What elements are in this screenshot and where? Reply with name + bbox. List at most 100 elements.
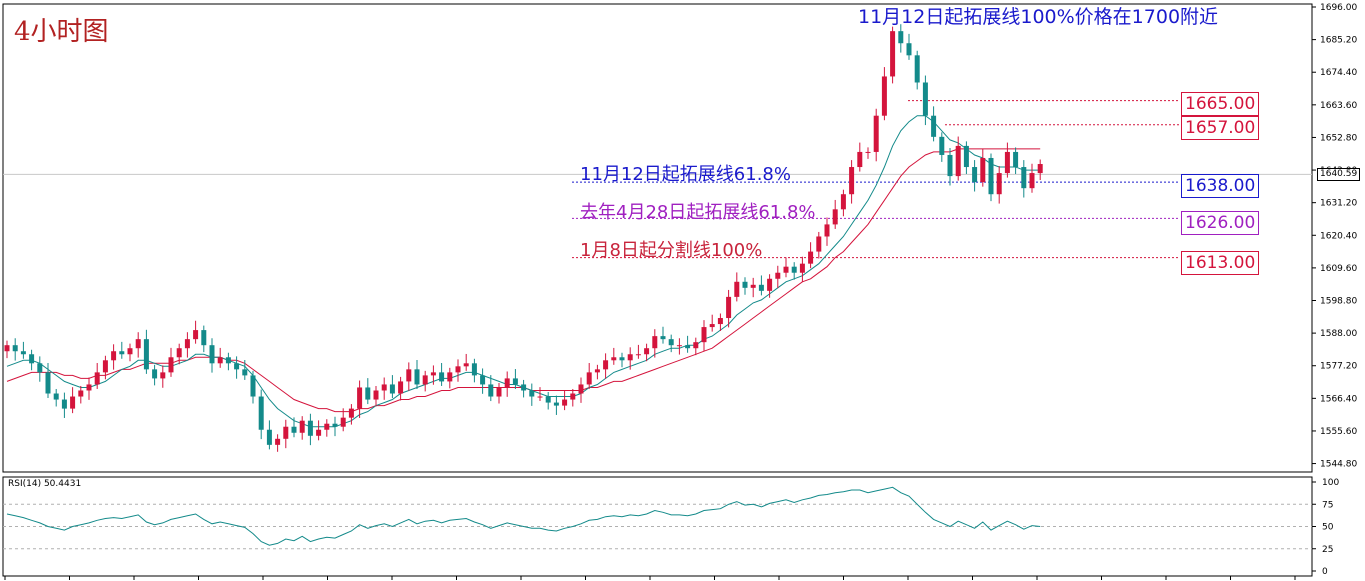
candle-up: [709, 324, 715, 328]
candle-down: [439, 372, 445, 382]
candle-up: [734, 281, 740, 297]
candle-down: [119, 351, 125, 355]
candle-up: [775, 272, 781, 279]
y-tick-label: 1598.80: [1320, 297, 1357, 307]
candle-down: [307, 420, 313, 436]
candle-up: [644, 348, 650, 355]
candle-up: [980, 157, 986, 183]
y-tick-label: 1544.80: [1320, 460, 1357, 470]
candle-down: [619, 357, 625, 361]
rsi-tick-label: 25: [1322, 545, 1333, 555]
candle-up: [840, 194, 846, 210]
rsi-label: RSI(14) 50.4431: [8, 479, 82, 489]
candle-down: [906, 43, 912, 56]
y-tick-label: 1620.40: [1320, 231, 1357, 241]
annotation-split-100-jan8: 1月8日起分割线100%: [580, 240, 763, 261]
candle-up: [496, 387, 502, 397]
time-axis-ticks: [4, 576, 1296, 580]
candle-down: [209, 345, 215, 364]
candlesticks: [4, 24, 1043, 452]
candle-down: [37, 363, 43, 373]
candle-up: [430, 372, 436, 376]
candle-up: [176, 348, 182, 358]
candle-up: [726, 296, 732, 319]
candle-down: [45, 372, 51, 394]
candle-up: [537, 396, 543, 398]
candle-up: [717, 318, 723, 325]
candle-up: [111, 351, 117, 361]
candle-down: [791, 266, 797, 273]
candle-down: [332, 423, 338, 427]
rsi-tick-label: 0: [1322, 567, 1328, 577]
candle-up: [135, 339, 141, 349]
candle-up: [70, 396, 76, 409]
candle-up: [406, 369, 412, 382]
y-tick-label: 1696.00: [1320, 3, 1357, 13]
candle-down: [266, 429, 272, 445]
candle-up: [1029, 173, 1035, 189]
level-lines: [572, 100, 1180, 259]
candle-up: [94, 372, 100, 385]
candle-down: [365, 387, 371, 400]
candle-up: [701, 327, 707, 343]
candle-down: [29, 354, 35, 364]
candle-up: [168, 357, 174, 373]
candle-up: [357, 387, 363, 409]
candle-up: [594, 369, 600, 373]
candle-down: [898, 31, 904, 44]
candle-down: [922, 82, 928, 116]
chart-title: 4小时图: [14, 17, 109, 47]
candle-up: [340, 417, 346, 427]
candle-up: [447, 372, 453, 382]
candle-up: [996, 173, 1002, 195]
current-price-label: 1640.59: [1317, 168, 1361, 182]
candle-down: [1021, 167, 1027, 189]
rsi-tick-label: 100: [1322, 478, 1339, 488]
candle-down: [742, 281, 748, 288]
candle-down: [53, 393, 59, 400]
candle-up: [316, 429, 322, 436]
candle-up: [422, 375, 428, 385]
candle-up: [890, 31, 896, 77]
main-plot-frame: [2, 3, 1313, 473]
candle-down: [225, 357, 231, 364]
candle-up: [611, 357, 617, 361]
level-label-1613: 1613.00: [1181, 251, 1260, 275]
candle-up: [627, 354, 633, 361]
candle-up: [504, 378, 510, 388]
candle-down: [143, 339, 149, 370]
level-label-1638: 1638.00: [1181, 174, 1260, 198]
candle-up: [4, 345, 10, 352]
y-tick-label: 1631.20: [1320, 199, 1357, 209]
candle-down: [939, 136, 945, 155]
candle-up: [1004, 151, 1010, 174]
candle-up: [193, 330, 199, 340]
candle-up: [127, 348, 133, 355]
candle-down: [414, 369, 420, 385]
rsi-tick-label: 75: [1322, 500, 1333, 510]
candle-up: [562, 399, 568, 406]
candle-down: [521, 384, 527, 391]
annotation-fib-618-nov12: 11月12日起拓展线61.8%: [580, 164, 791, 185]
candle-down: [963, 145, 969, 168]
candle-down: [988, 157, 994, 195]
candle-up: [578, 384, 584, 394]
candle-down: [201, 330, 207, 346]
candle-up: [381, 384, 387, 391]
candle-up: [275, 438, 281, 445]
candle-up: [463, 363, 469, 367]
y-tick-label: 1609.60: [1320, 264, 1357, 274]
candle-down: [242, 369, 248, 376]
rsi-panel: 100 75 50 25 0: [3, 478, 1339, 577]
candle-up: [217, 357, 223, 364]
rsi-line: [6, 486, 1041, 546]
candle-up: [635, 354, 641, 356]
candle-down: [389, 384, 395, 394]
y-tick-label: 1685.20: [1320, 36, 1357, 46]
candle-down: [512, 378, 518, 385]
candle-up: [603, 360, 609, 370]
candle-up: [767, 278, 773, 291]
candle-up: [102, 360, 108, 373]
candle-up: [955, 145, 961, 177]
